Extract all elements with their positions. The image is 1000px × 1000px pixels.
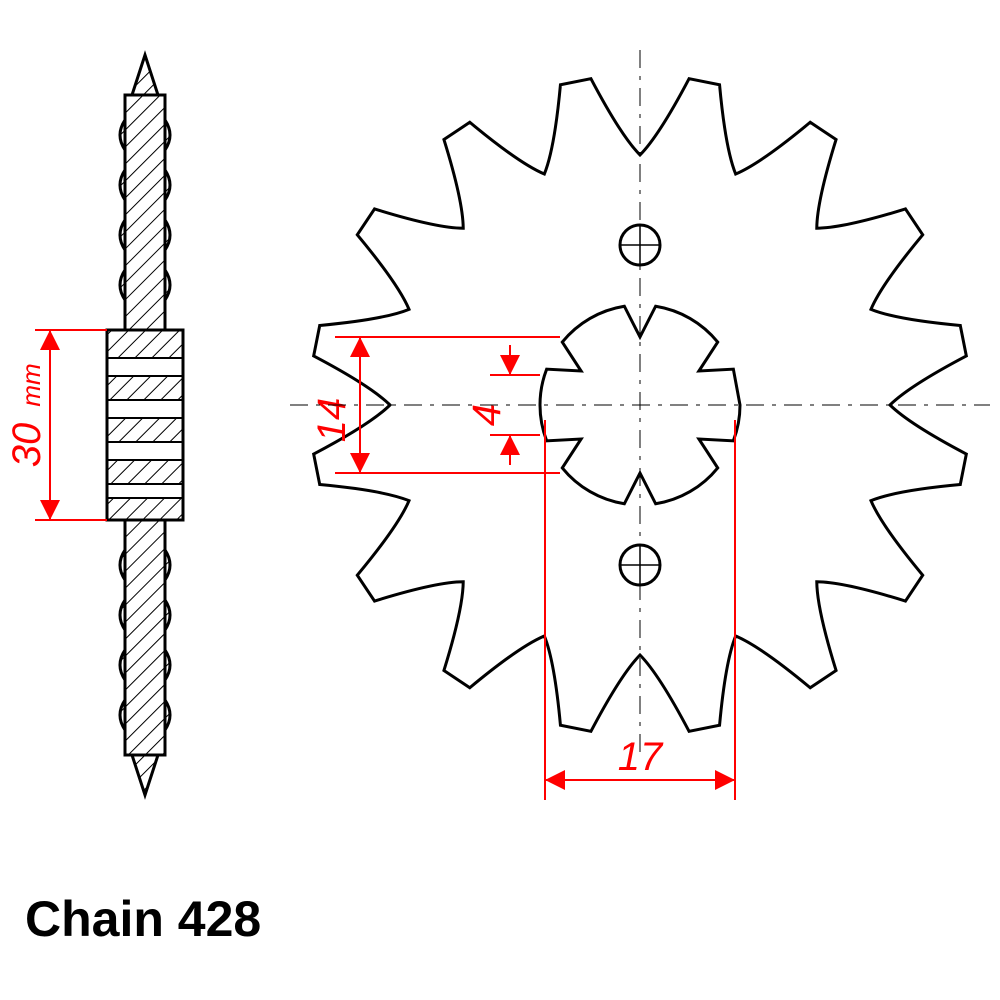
caption-text: Chain 428 [25, 890, 261, 948]
dim-14-label: 14 [310, 398, 354, 443]
side-view [107, 55, 183, 795]
technical-drawing: 30 mm 14 4 17 [0, 0, 1000, 1000]
dim-4-label: 4 [465, 404, 509, 426]
dim-17-label: 17 [618, 735, 664, 779]
dim-30-label: 30 [5, 423, 49, 468]
dim-30-unit: mm [16, 363, 46, 406]
